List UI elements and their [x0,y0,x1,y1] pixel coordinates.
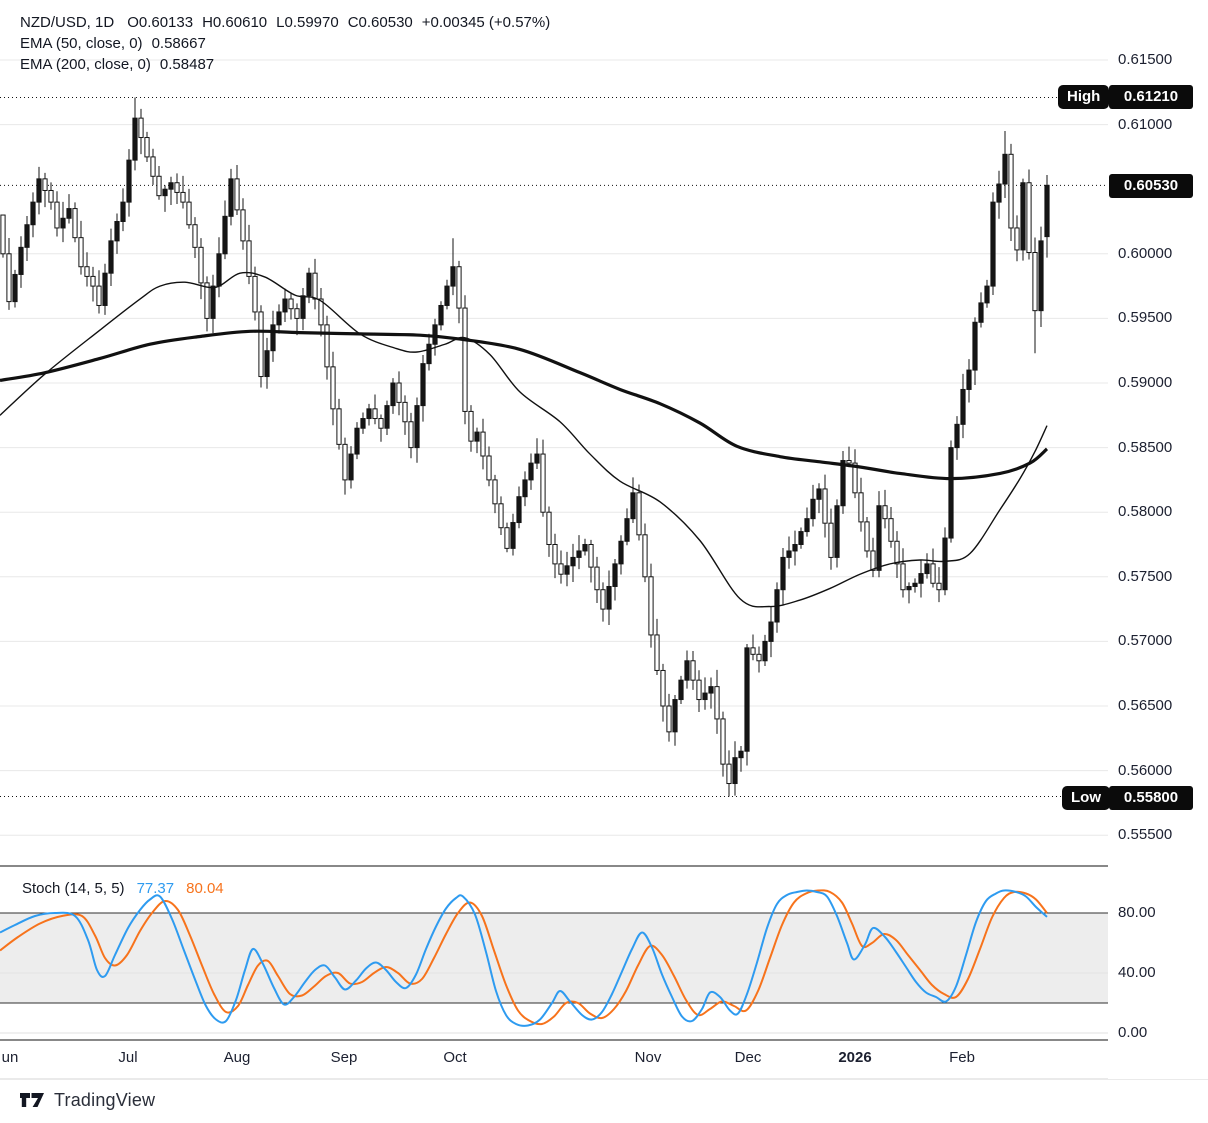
time-axis-label: Dec [734,1049,762,1066]
high-price-badge: 0.61210 [1109,85,1193,109]
tradingview-logo-link[interactable]: TradingView [20,1090,155,1111]
price-tick-label: 0.60000 [1118,244,1173,262]
price-tick-label: 0.55500 [1118,826,1173,844]
price-tick-label: 0.59000 [1118,374,1173,391]
stoch-k-line [0,889,1048,1027]
stoch-d-line [0,889,1048,1026]
symbol-legend-row[interactable]: NZD/USD, 1D O0.60133 H0.60610 L0.59970 C0.60… [20,12,559,33]
time-axis-label: Sep [330,1049,358,1066]
ema200-line [0,329,1049,481]
tradingview-logo-icon [20,1093,44,1107]
stoch-legend-row[interactable]: Stoch (14, 5, 5) 77.37 80.04 [22,880,236,897]
time-axis-label: un [1,1049,19,1066]
ohlc-open: O0.60133 [127,14,194,31]
tradingview-logo-text: TradingView [54,1090,156,1110]
price-tick-label: 0.59500 [1118,309,1173,327]
stoch-tick-label: 40.00 [1118,964,1156,981]
marker-lines-layer [0,96,1108,797]
price-tick-label: 0.61000 [1118,115,1173,133]
ohlc-close: C0.60530 [347,14,413,31]
ohlc-low: L0.59970 [276,14,339,31]
time-axis-label: 2026 [838,1049,872,1066]
ema50-legend-row[interactable]: EMA (50, close, 0) 0.58667 [20,33,559,54]
stoch-label[interactable]: Stoch (14, 5, 5) [22,880,125,897]
ohlc-high: H0.60610 [202,14,268,31]
ema50-label[interactable]: EMA (50, close, 0) [20,35,143,52]
price-tick-label: 0.58000 [1118,503,1173,521]
chart-legend: NZD/USD, 1D O0.60133 H0.60610 L0.59970 C0.60… [20,12,559,75]
ema50-value: 0.58667 [151,35,206,52]
stoch-k-value: 77.37 [136,880,175,897]
ema200-label[interactable]: EMA (200, close, 0) [20,56,151,73]
stoch-pane-layer [0,912,1108,1034]
candles-layer [0,97,1050,797]
stoch-tick-label: 0.00 [1118,1024,1148,1041]
ema200-legend-row[interactable]: EMA (200, close, 0) 0.58487 [20,54,559,75]
low-price-badge: 0.55800 [1109,786,1193,810]
stoch-tick-label: 80.00 [1118,904,1156,921]
time-axis-label: Oct [443,1049,467,1066]
grid-layer [0,59,1108,836]
low-marker-chip: Low [1062,786,1110,810]
symbol-title[interactable]: NZD/USD, 1D [20,14,115,31]
high-marker-chip: High [1058,85,1110,109]
price-tick-label: 0.56500 [1118,697,1173,714]
ema200-value: 0.58487 [159,56,215,73]
time-axis[interactable]: un Jul Aug Sep Oct Nov Dec 2026 Feb [0,1041,1108,1079]
time-axis-label: Nov [634,1049,662,1066]
time-axis-label: Jul [118,1049,138,1066]
time-axis-label: Aug [223,1049,251,1066]
price-axis[interactable]: 0.61500 0.61000 0.60000 0.59500 0.59000 0.585… [1108,0,1208,1079]
change-value: +0.00345 (+0.57%) [421,14,551,31]
price-tick-label: 0.57500 [1118,567,1173,585]
price-tick-label: 0.58500 [1118,438,1173,456]
last-price-badge: 0.60530 [1109,174,1193,198]
ema50-line [0,271,1048,608]
price-tick-label: 0.57000 [1118,632,1173,650]
price-tick-label: 0.61500 [1118,51,1173,68]
time-axis-label: Feb [949,1049,975,1066]
price-tick-label: 0.56000 [1118,761,1173,779]
stoch-d-value: 80.04 [186,880,224,897]
